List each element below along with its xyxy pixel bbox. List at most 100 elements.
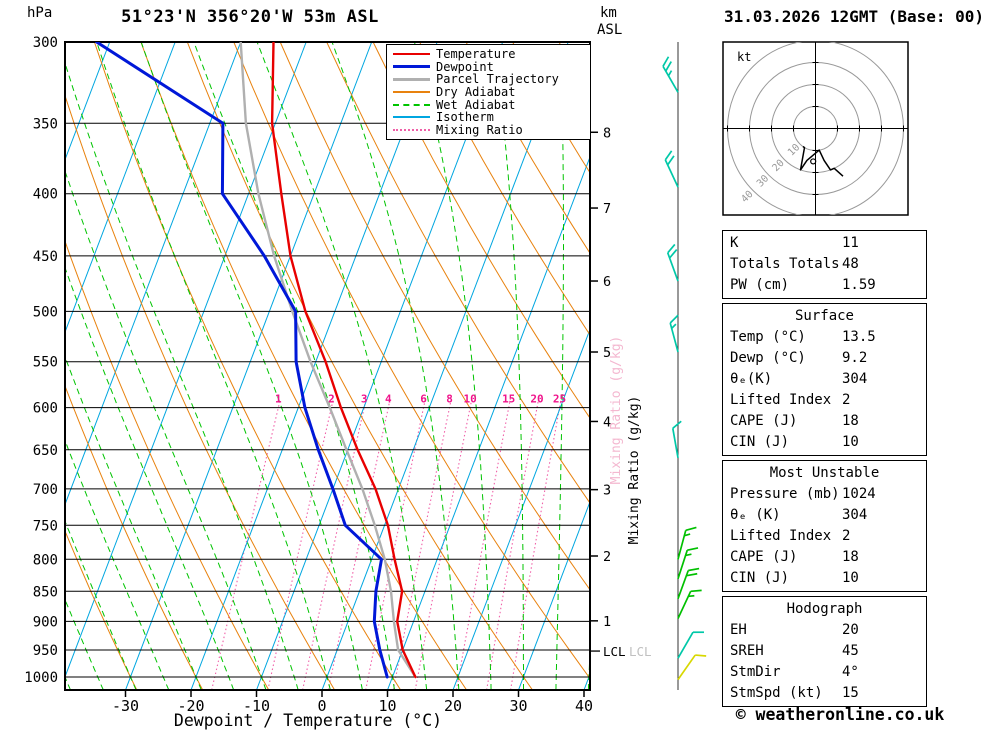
stat-row: StmSpd (kt) 15: [723, 683, 926, 704]
stat-label: θₑ (K): [730, 507, 781, 523]
altitude-axis-unit-asl: ASL: [597, 22, 622, 38]
wind-barb-shaft: [666, 252, 679, 282]
wind-barb: [677, 589, 702, 619]
stat-row: SREH 45: [723, 641, 926, 662]
stat-label: Dewp (°C): [730, 350, 806, 366]
wind-barb-shaft: [664, 159, 679, 188]
x-tick-label: 20: [444, 697, 462, 715]
wind-barb-shaft: [669, 322, 679, 353]
barb-half-feather: [671, 323, 677, 329]
stat-value: 4°: [842, 664, 859, 680]
stat-value: 1.59: [842, 277, 876, 293]
stats-table-hodograph: Hodograph EH 20 SREH 45 StmDir 4° StmSpd (kt) 15: [722, 596, 927, 707]
wind-barb: [677, 654, 707, 681]
barb-feather: [695, 654, 707, 657]
legend-label: Temperature: [436, 47, 516, 62]
mixing-ratio-line: [455, 398, 511, 690]
stat-row: CIN (J) 10: [723, 432, 926, 453]
dewpoint-curve: [95, 42, 389, 679]
km-tick-label: 6: [603, 274, 611, 290]
mixing-ratio-value-label: 25: [553, 393, 566, 406]
km-tick-label: 7: [603, 201, 611, 217]
wind-barb: [677, 526, 697, 560]
wet-adiabat-line: [65, 266, 235, 690]
stat-value: 13.5: [842, 329, 876, 345]
stat-label: EH: [730, 622, 747, 638]
stat-value: 11: [842, 235, 859, 251]
stat-label: Pressure (mb): [730, 486, 840, 502]
barb-feather: [665, 61, 672, 72]
dry-adiabat-line: [186, 42, 533, 690]
isotherm-line: [518, 500, 590, 690]
stat-row: PW (cm) 1.59: [723, 275, 926, 296]
barb-feather: [662, 56, 670, 67]
wet-adiabat-line: [65, 439, 170, 690]
stat-label: K: [730, 235, 739, 251]
legend-item-dewpoint: Dewpoint: [391, 61, 586, 74]
mixing-ratio-line: [414, 398, 473, 690]
wind-barb: [662, 56, 679, 93]
km-tick-label: 2: [603, 549, 611, 565]
barb-half-feather: [684, 533, 691, 537]
legend-label: Parcel Trajectory: [436, 72, 559, 87]
x-tick-label: 0: [317, 697, 326, 715]
sounding-curves: [95, 42, 417, 679]
wind-barb: [671, 420, 682, 458]
stat-label: SREH: [730, 643, 764, 659]
wind-barb-shaft: [677, 631, 694, 659]
dry-adiabat-line: [140, 42, 468, 690]
legend-line-swatch: [393, 65, 430, 69]
dry-adiabat-line: [65, 529, 138, 690]
pressure-tick-label: 300: [33, 35, 58, 51]
stat-label: CAPE (J): [730, 413, 798, 429]
copyright: © weatheronline.co.uk: [735, 705, 945, 724]
mixing-ratio-axis-label-pink: Mixing Ratio (g/kg): [609, 336, 624, 485]
hodograph-unit-label: kt: [737, 50, 751, 64]
pressure-tick-label: 750: [33, 518, 58, 534]
page-title: 51°23'N 356°20'W 53m ASL: [121, 7, 379, 27]
barb-feather: [690, 589, 702, 593]
stats-table-indices: K 11 Totals Totals 48 PW (cm) 1.59: [722, 230, 927, 299]
isotherm-line: [125, 42, 373, 690]
wet-adiabat-line: [65, 519, 137, 690]
legend-label: Isotherm: [436, 110, 494, 125]
stat-value: 45: [842, 643, 859, 659]
stat-label: CIN (J): [730, 570, 790, 586]
stat-row: CAPE (J) 18: [723, 547, 926, 568]
altitude-axis-unit-km: km: [600, 5, 617, 21]
isotherm-line: [65, 42, 111, 162]
barb-feather: [672, 420, 682, 429]
wet-adiabat-line: [413, 42, 492, 690]
stat-row: θₑ(K) 304: [723, 369, 926, 390]
x-tick-label: 10: [378, 697, 396, 715]
stat-value: 15: [842, 685, 859, 701]
mixing-ratio-value-label: 10: [463, 393, 476, 406]
wind-barb: [666, 243, 679, 282]
barb-half-feather: [685, 553, 692, 557]
barb-feather: [667, 243, 676, 254]
stat-value: 1024: [842, 486, 876, 502]
stats-panel: K 11 Totals Totals 48 PW (cm) 1.59 Surface Temp…: [722, 230, 927, 711]
pressure-tick-label: 850: [33, 584, 58, 600]
km-tick-label: 8: [603, 125, 611, 141]
legend-item-parcel-trajectory: Parcel Trajectory: [391, 73, 586, 86]
lcl-label: LCL: [603, 644, 626, 659]
mixing-ratio-line: [392, 398, 452, 690]
stat-row: θₑ (K) 304: [723, 505, 926, 526]
x-tick-label: -30: [112, 697, 139, 715]
parcel-trajectory-curve: [239, 42, 417, 679]
chart-graphics: 3003504004505005506006507007508008509009…: [24, 35, 909, 715]
mixing-ratio-line: [510, 398, 562, 690]
wet-adiabat-line: [555, 42, 564, 690]
barb-feather: [687, 547, 699, 552]
stat-label: CAPE (J): [730, 549, 798, 565]
wind-barb: [677, 547, 699, 579]
stat-value: 304: [842, 507, 868, 523]
isotherm-line: [65, 42, 242, 506]
stat-label: Temp (°C): [730, 329, 806, 345]
wet-adiabat-line: [65, 61, 299, 690]
stat-value: 48: [842, 256, 859, 272]
plot-frame: [64, 41, 591, 691]
